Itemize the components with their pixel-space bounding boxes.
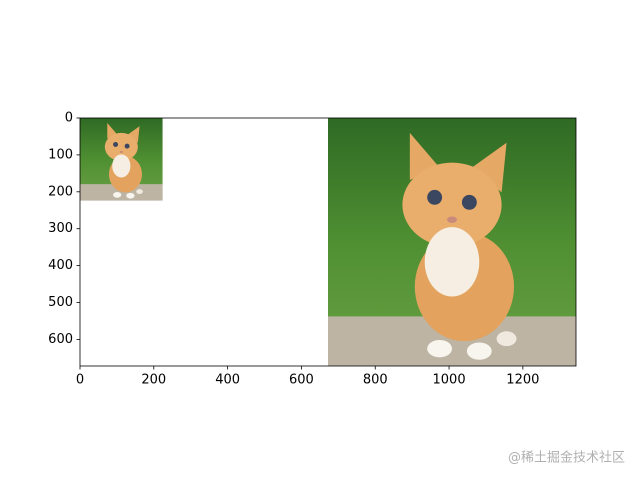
image xyxy=(328,118,576,366)
watermark: @稀土掘金技术社区 xyxy=(508,450,625,466)
y-tick-label: 600 xyxy=(48,332,73,347)
y-tick-label: 300 xyxy=(48,221,73,236)
x-tick-label: 400 xyxy=(215,373,240,388)
axes: 0 200 400 600 800 1000 1200 0 100 200 300 400 500 600 xyxy=(48,111,577,388)
x-tick-label: 800 xyxy=(363,373,388,388)
y-tick-label: 500 xyxy=(48,295,73,310)
x-tick-label: 200 xyxy=(141,373,166,388)
image xyxy=(80,118,163,201)
x-tick-label: 600 xyxy=(289,373,314,388)
x-tick-label: 1000 xyxy=(433,373,466,388)
y-tick-label: 100 xyxy=(48,147,73,162)
y-tick-label: 200 xyxy=(48,184,73,199)
axes-frame xyxy=(79,117,577,367)
x-tick-label: 1200 xyxy=(506,373,539,388)
x-tick-label: 0 xyxy=(76,373,84,388)
y-tick-label: 400 xyxy=(48,258,73,273)
y-tick-label: 0 xyxy=(65,111,73,126)
